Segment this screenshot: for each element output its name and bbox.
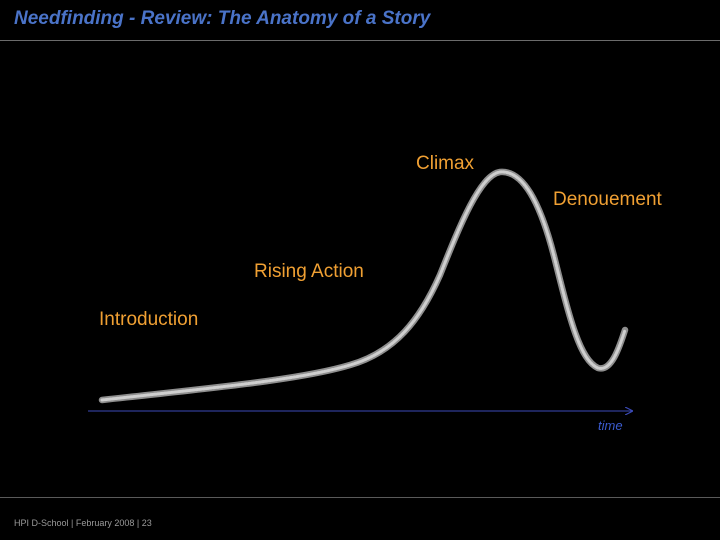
slide-title: Needfinding - Review: The Anatomy of a S… [14,8,431,29]
title-divider [0,40,720,41]
rising-action-label: Rising Action [254,261,364,282]
climax-label: Climax [416,153,475,174]
story-arc-curve-texture [100,170,627,402]
introduction-label: Introduction [99,309,198,330]
denouement-label: Denouement [553,189,663,210]
footer-divider [0,497,720,498]
footer-text: HPI D-School | February 2008 | 23 [14,518,152,528]
time-axis-label: time [598,418,623,433]
story-arc-curve [98,168,629,404]
